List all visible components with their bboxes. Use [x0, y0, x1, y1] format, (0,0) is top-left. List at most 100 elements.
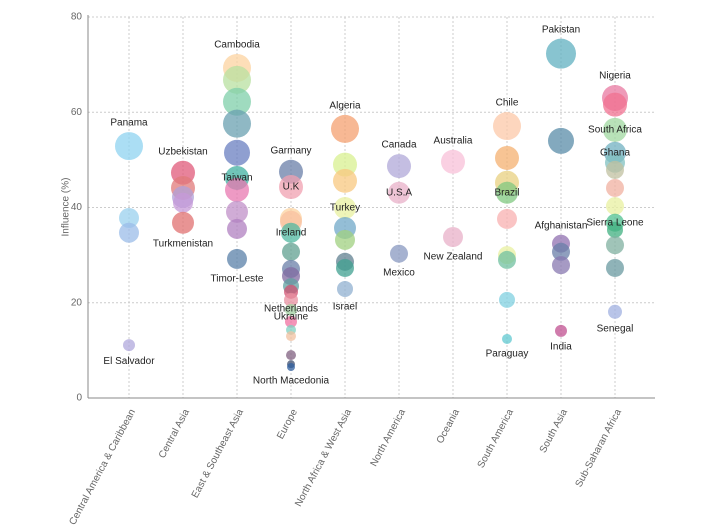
bubble-label: South Africa — [588, 125, 642, 136]
bubble — [224, 139, 250, 166]
bubble — [286, 350, 296, 361]
bubble — [552, 256, 570, 275]
y-tick-label: 20 — [71, 297, 83, 308]
bubble — [388, 181, 410, 204]
bubble-label: Nigeria — [599, 71, 631, 82]
bubble-label: Netherlands — [264, 303, 318, 314]
bubble-label: Uzbekistan — [158, 146, 207, 157]
bubble-label: El Salvador — [103, 356, 155, 367]
x-tick-label: Oceania — [435, 407, 462, 445]
bubble — [606, 160, 624, 179]
bubble-label: Garmany — [270, 145, 311, 156]
bubble — [282, 242, 300, 261]
bubble — [608, 304, 622, 319]
bubble — [227, 248, 247, 269]
x-tick-label: North Africa & West Asia — [293, 407, 354, 509]
bubble-label: Turkey — [330, 203, 360, 214]
bubble — [281, 222, 301, 243]
y-tick-label: 60 — [71, 107, 83, 118]
bubble — [606, 236, 624, 255]
bubble-label: Timor-Leste — [211, 274, 264, 285]
y-tick-label: 0 — [76, 393, 82, 404]
bubble — [603, 92, 627, 117]
bubble-label: Algeria — [329, 101, 361, 112]
bubble — [390, 244, 408, 263]
bubble — [499, 291, 515, 308]
bubble — [606, 258, 624, 277]
bubble-label: Sierra Leone — [586, 217, 644, 228]
bubble — [115, 132, 143, 161]
bubble-label: Brazil — [494, 187, 519, 198]
bubble-label: Canada — [381, 140, 416, 151]
bubble — [333, 168, 357, 193]
x-tick-label: Central America & Caribbean — [67, 407, 138, 525]
bubble — [285, 303, 297, 316]
bubble — [548, 127, 574, 154]
bubble-label: Israel — [333, 302, 357, 313]
bubble-label: Turkmenistan — [153, 238, 213, 249]
bubble — [546, 38, 576, 69]
bubble — [502, 333, 512, 344]
bubble — [441, 149, 465, 174]
bubble — [223, 87, 251, 116]
x-tick-label: Europe — [275, 407, 300, 441]
bubble-label: Mexico — [383, 267, 415, 278]
x-tick-label: Central Asia — [157, 407, 192, 460]
bubble — [119, 207, 139, 228]
bubble — [606, 197, 624, 216]
bubble — [555, 324, 567, 337]
y-tick-label: 40 — [71, 202, 83, 213]
bubble-label: Panama — [110, 118, 148, 129]
bubble-label: U.S.A — [386, 187, 412, 198]
bubble — [287, 363, 295, 372]
bubble — [335, 229, 355, 250]
bubble-label: Cambodia — [214, 40, 260, 51]
bubble — [279, 175, 303, 200]
bubble — [172, 211, 194, 234]
bubble — [387, 154, 411, 179]
bubble-label: Australia — [434, 135, 473, 146]
bubble — [495, 145, 519, 170]
bubble — [552, 242, 570, 261]
bubble-label: Senegal — [597, 323, 634, 334]
bubble — [284, 292, 298, 307]
bubble — [443, 227, 463, 248]
bubble-label: Taiwan — [221, 173, 252, 184]
bubble — [336, 258, 354, 277]
bubble — [173, 192, 193, 213]
bubble-label: Ghana — [600, 147, 630, 158]
bubble — [286, 331, 296, 342]
bubble — [225, 177, 249, 202]
bubble — [119, 222, 139, 243]
x-tick-label: South Asia — [538, 407, 570, 455]
x-tick-label: East & Southeast Asia — [190, 407, 246, 500]
bubble — [227, 218, 247, 239]
bubble-label: Chile — [496, 98, 519, 109]
bubble — [606, 178, 624, 197]
bubble — [497, 208, 517, 229]
bubble — [496, 181, 518, 204]
bubble — [603, 117, 627, 142]
x-tick-label: North America — [369, 407, 409, 468]
x-tick-label: Sub-Saharan Africa — [574, 407, 625, 489]
bubble-label: U.K — [283, 182, 300, 193]
bubble-label: New Zealand — [424, 252, 483, 263]
bubble-label: India — [550, 341, 572, 352]
bubble-label: Ireland — [276, 227, 307, 238]
bubble — [337, 280, 353, 297]
bubble-label: Pakistan — [542, 24, 580, 35]
bubble-label: Paraguay — [486, 349, 529, 360]
bubble — [223, 109, 251, 138]
bubble — [226, 200, 248, 223]
x-tick-label: South America — [476, 407, 516, 470]
bubble — [607, 221, 623, 238]
bubble — [123, 339, 135, 352]
y-axis-label: Influence (%) — [61, 178, 72, 237]
bubble — [498, 250, 516, 269]
bubble — [331, 114, 359, 143]
bubble — [334, 196, 356, 219]
bubble-label: Ukraine — [274, 312, 309, 323]
bubble — [285, 315, 297, 328]
bubble — [493, 112, 521, 141]
